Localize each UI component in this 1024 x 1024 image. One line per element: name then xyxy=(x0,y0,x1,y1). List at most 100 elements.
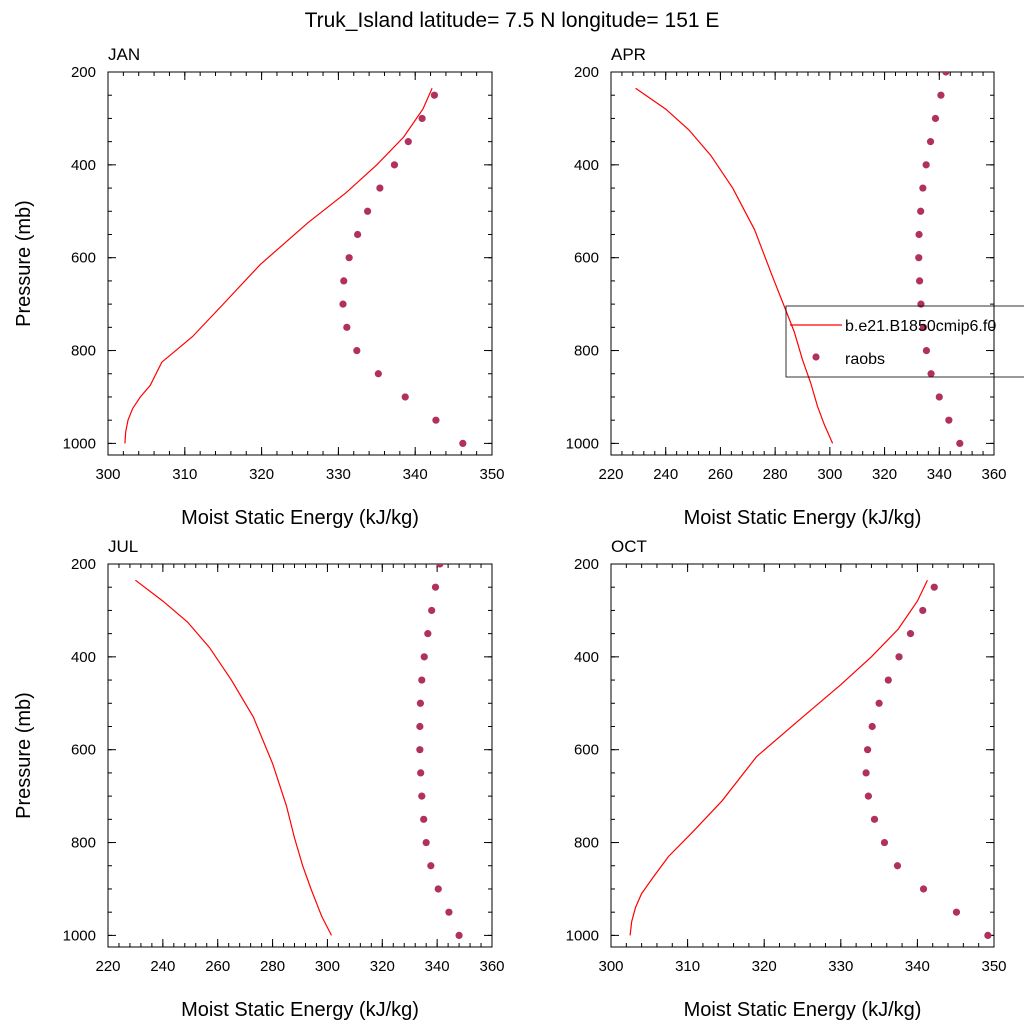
x-tick-label: 350 xyxy=(981,958,1006,975)
obs-point xyxy=(931,114,940,123)
x-tick-label: 300 xyxy=(598,958,623,975)
data-layer xyxy=(124,87,467,447)
legend-box xyxy=(785,305,1024,378)
y-tick-label: 1000 xyxy=(63,435,96,452)
x-tick-label: 280 xyxy=(260,958,285,975)
x-tick-label: 330 xyxy=(828,958,853,975)
x-tick-label: 320 xyxy=(872,466,897,483)
x-tick-label: 300 xyxy=(315,958,340,975)
obs-point xyxy=(343,323,351,331)
x-tick-label: 340 xyxy=(425,958,450,975)
obs-point xyxy=(915,230,923,239)
obs-point xyxy=(432,416,440,424)
x-tick-label: 300 xyxy=(817,466,842,483)
y-tick-label: 600 xyxy=(71,742,96,759)
obs-point xyxy=(404,138,412,146)
model-series-line xyxy=(135,579,333,936)
obs-point xyxy=(926,138,935,146)
obs-point xyxy=(956,439,964,447)
obs-point xyxy=(416,699,425,707)
y-tick-label: 400 xyxy=(574,157,599,174)
obs-point xyxy=(945,416,953,424)
x-tick-label: 260 xyxy=(205,958,230,975)
obs-point xyxy=(431,583,440,591)
obs-point xyxy=(416,722,424,731)
x-tick-label: 220 xyxy=(598,466,623,483)
x-axis-label: Moist Static Energy (kJ/kg) xyxy=(181,999,419,1021)
obs-point xyxy=(420,653,428,661)
obs-point xyxy=(937,91,945,99)
obs-point xyxy=(875,699,883,707)
data-layer xyxy=(635,72,964,447)
obs-point xyxy=(927,370,935,378)
y-tick-label: 800 xyxy=(574,835,599,852)
obs-point xyxy=(895,653,903,661)
obs-point xyxy=(880,838,889,847)
y-tick-label: 600 xyxy=(71,250,96,267)
plot-frame xyxy=(107,563,493,948)
x-axis-label: Moist Static Energy (kJ/kg) xyxy=(684,507,922,529)
obs-point xyxy=(917,300,925,308)
obs-point xyxy=(339,300,347,308)
obs-point xyxy=(390,161,399,169)
obs-point xyxy=(422,838,430,847)
y-tick-label: 1000 xyxy=(566,435,599,452)
obs-point xyxy=(919,184,927,192)
obs-point xyxy=(428,606,436,615)
y-axis-label: Pressure (mb) xyxy=(13,692,35,819)
x-tick-label: 340 xyxy=(927,466,952,483)
x-tick-label: 240 xyxy=(150,958,175,975)
y-tick-label: 400 xyxy=(574,649,599,666)
x-tick-label: 350 xyxy=(479,466,504,483)
obs-point xyxy=(919,885,928,893)
y-tick-label: 400 xyxy=(71,157,96,174)
obs-point xyxy=(942,72,950,76)
obs-point xyxy=(434,885,442,893)
obs-point xyxy=(430,91,438,99)
obs-point xyxy=(424,630,432,638)
y-tick-label: 800 xyxy=(574,343,599,360)
y-tick-label: 800 xyxy=(71,835,96,852)
panel-label: JUL xyxy=(108,537,138,556)
x-tick-label: 320 xyxy=(249,466,274,483)
plot-frame xyxy=(610,71,995,456)
model-series-line xyxy=(635,87,834,444)
obs-point xyxy=(427,862,435,870)
y-tick-label: 200 xyxy=(574,556,599,573)
obs-point xyxy=(919,606,927,615)
x-tick-label: 340 xyxy=(905,958,930,975)
obs-point xyxy=(922,161,930,169)
obs-point xyxy=(870,815,879,823)
obs-point xyxy=(376,184,384,192)
obs-point xyxy=(930,583,938,591)
obs-point xyxy=(416,746,424,754)
obs-point xyxy=(353,346,361,355)
legend-obs-label: raobs xyxy=(845,351,885,368)
panel-label: OCT xyxy=(611,537,647,556)
legend: b.e21.B1850cmip6.f0 raobs xyxy=(785,305,1024,378)
x-tick-label: 310 xyxy=(172,466,197,483)
obs-point xyxy=(374,370,382,378)
y-tick-label: 1000 xyxy=(63,927,96,944)
y-tick-label: 1000 xyxy=(566,927,599,944)
obs-point xyxy=(418,676,426,684)
obs-point xyxy=(445,908,453,916)
obs-point xyxy=(401,393,409,401)
x-tick-label: 360 xyxy=(981,466,1006,483)
legend-obs-marker xyxy=(812,353,820,361)
x-tick-label: 300 xyxy=(95,466,120,483)
obs-point xyxy=(345,254,353,262)
obs-point xyxy=(906,630,915,638)
plot-frame xyxy=(107,71,493,456)
obs-point xyxy=(952,908,961,916)
figure-title: Truk_Island latitude= 7.5 N longitude= 1… xyxy=(305,9,720,32)
x-tick-label: 240 xyxy=(653,466,678,483)
obs-point xyxy=(864,746,872,754)
y-tick-label: 200 xyxy=(71,556,96,573)
x-tick-label: 320 xyxy=(370,958,395,975)
x-tick-label: 260 xyxy=(708,466,733,483)
y-tick-label: 600 xyxy=(574,250,599,267)
obs-point xyxy=(862,769,870,777)
obs-point xyxy=(418,114,426,123)
